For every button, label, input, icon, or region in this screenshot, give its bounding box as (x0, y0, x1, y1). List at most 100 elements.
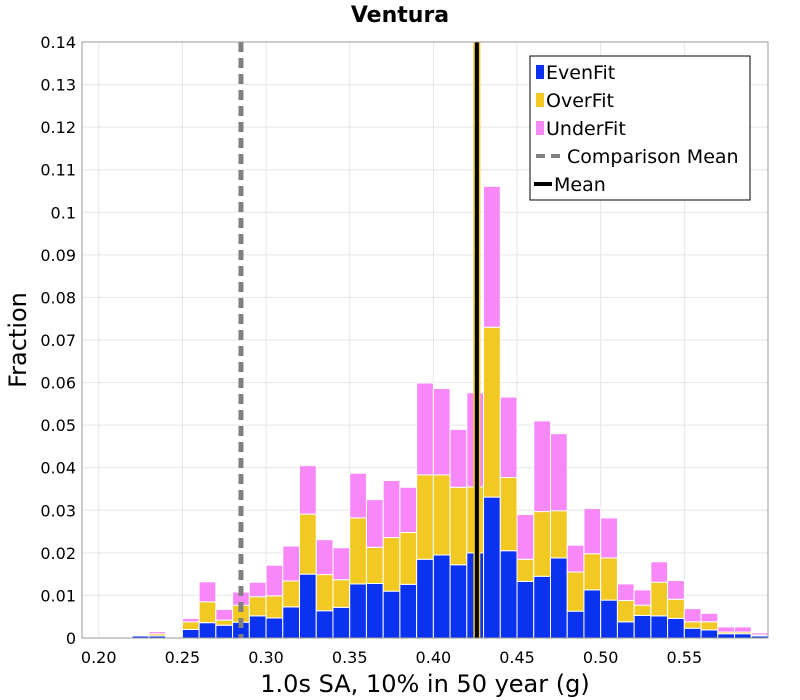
y-tick-label: 0.14 (40, 33, 76, 52)
bar-overfit (416, 474, 434, 560)
legend-swatch-underfit (536, 121, 544, 135)
x-tick-label: 0.30 (248, 648, 284, 667)
bar-underfit (432, 388, 451, 476)
plot-frame (81, 41, 769, 639)
bar-evenfit (667, 617, 685, 639)
bar-overfit (282, 580, 301, 608)
x-tick-label: 0.45 (499, 648, 535, 667)
bar-underfit (734, 626, 752, 633)
bar-overfit (332, 579, 351, 608)
bar-overfit (650, 581, 669, 617)
bar-evenfit (248, 615, 267, 639)
y-tick-label: 0.03 (40, 501, 76, 520)
y-tick-label: 0.13 (40, 76, 76, 95)
bar-underfit (382, 479, 401, 539)
bar-overfit (299, 513, 317, 575)
bar-evenfit (449, 564, 468, 639)
bar-evenfit (633, 614, 652, 639)
bar-underfit (449, 428, 468, 488)
bar-underfit (717, 626, 736, 633)
bar-evenfit (499, 550, 518, 639)
y-tick-label: 0.12 (40, 118, 76, 137)
bar-overfit (549, 510, 568, 559)
bar-evenfit (650, 615, 669, 639)
bar-overfit (499, 477, 518, 552)
bars (131, 185, 769, 639)
bar-underfit (365, 499, 384, 548)
bar-underfit (650, 561, 669, 583)
chart-title: Ventura (351, 3, 449, 28)
bar-underfit (616, 583, 635, 602)
bar-evenfit (198, 622, 217, 639)
bar-overfit (683, 621, 702, 629)
bar-underfit (683, 608, 702, 623)
bar-evenfit (349, 583, 367, 639)
bar-evenfit (616, 621, 635, 639)
bar-overfit (449, 486, 468, 566)
bar-underfit (248, 581, 267, 598)
x-tick-label: 0.20 (81, 648, 117, 667)
bar-evenfit (315, 610, 334, 639)
bar-underfit (566, 544, 585, 573)
bar-underfit (215, 608, 234, 621)
bar-evenfit (516, 580, 535, 639)
bar-evenfit (483, 496, 501, 639)
bar-evenfit (717, 633, 736, 639)
bar-overfit (248, 596, 267, 617)
bar-evenfit (181, 628, 200, 639)
x-tick-label: 0.55 (667, 648, 703, 667)
bar-evenfit (583, 589, 602, 639)
bar-evenfit (299, 573, 317, 639)
bar-evenfit (399, 583, 418, 639)
legend-label: Mean (554, 174, 606, 196)
bar-evenfit (416, 558, 434, 639)
bar-underfit (516, 514, 535, 560)
bar-evenfit (332, 606, 351, 639)
bar-underfit (549, 433, 568, 512)
y-tick-label: 0.11 (40, 161, 76, 180)
legend: EvenFit OverFit UnderFit Comparison Mean Mea… (529, 55, 751, 201)
bar-overfit (700, 621, 719, 631)
x-axis-label: 1.0s SA, 10% in 50 year (g) (260, 670, 589, 698)
bar-evenfit (700, 629, 719, 639)
bar-evenfit (549, 557, 568, 639)
bar-underfit (499, 396, 518, 479)
y-tick-label: 0.05 (40, 416, 76, 435)
bar-underfit (265, 564, 284, 597)
legend-label: Comparison Mean (567, 146, 739, 168)
bar-underfit (315, 539, 334, 576)
bar-underfit (181, 617, 200, 623)
bar-underfit (399, 486, 418, 533)
y-tick-label: 0.04 (40, 459, 76, 478)
bar-underfit (600, 517, 618, 559)
bar-overfit (265, 595, 284, 619)
x-tick-label: 0.25 (165, 648, 201, 667)
bar-evenfit (683, 627, 702, 639)
bar-underfit (700, 612, 719, 623)
bar-overfit (382, 537, 401, 592)
x-tick-labels: 0.20 0.25 0.30 0.35 0.40 0.45 0.50 0.55 (81, 648, 702, 667)
bar-evenfit (282, 606, 301, 639)
bar-overfit (566, 571, 585, 612)
y-tick-label: 0.07 (40, 331, 76, 350)
bar-evenfit (533, 575, 551, 639)
bar-underfit (198, 581, 217, 603)
y-tick-labels: 0 0.01 0.02 0.03 0.04 0.05 0.06 0.07 0.08 0.09 0.1… (40, 33, 76, 648)
bar-evenfit (566, 610, 585, 639)
bar-evenfit (600, 599, 618, 639)
bar-underfit (299, 465, 317, 515)
bar-evenfit (432, 554, 451, 639)
legend-label: OverFit (546, 90, 614, 112)
bar-underfit (667, 580, 685, 600)
y-tick-label: 0.08 (40, 288, 76, 307)
bar-underfit (282, 545, 301, 582)
bar-evenfit (215, 624, 234, 639)
bar-evenfit (382, 590, 401, 639)
bar-overfit (616, 600, 635, 623)
bar-underfit (750, 632, 769, 636)
legend-label: UnderFit (546, 118, 626, 140)
bar-overfit (633, 604, 652, 616)
bar-overfit (533, 511, 551, 577)
bar-underfit (349, 472, 367, 519)
